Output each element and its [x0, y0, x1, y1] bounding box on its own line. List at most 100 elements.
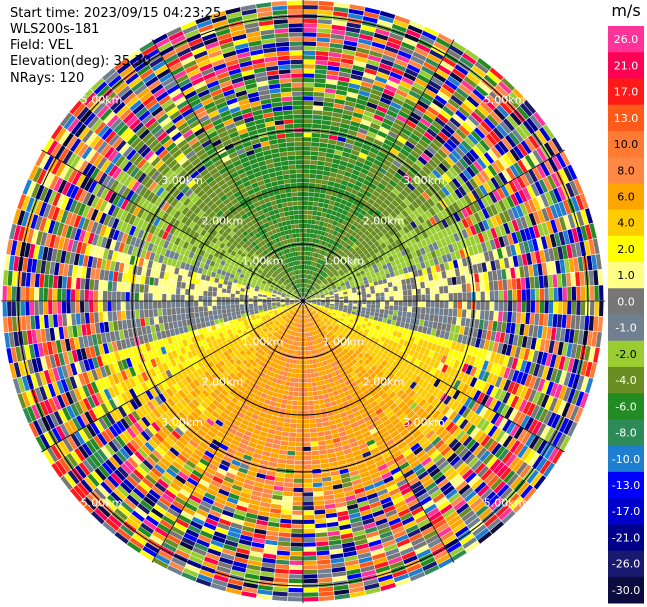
velocity-gate [517, 254, 524, 267]
velocity-gate [354, 246, 361, 253]
velocity-gate [373, 328, 380, 334]
velocity-gate [381, 501, 394, 509]
velocity-gate [403, 173, 413, 183]
velocity-gate [344, 35, 359, 43]
velocity-gate [472, 145, 484, 158]
velocity-gate [554, 369, 563, 384]
velocity-gate [445, 408, 454, 419]
velocity-gate [315, 306, 320, 309]
velocity-gate [332, 220, 338, 226]
velocity-gate [402, 284, 407, 291]
velocity-gate [402, 368, 410, 376]
velocity-gate [333, 11, 348, 18]
velocity-gate [329, 292, 334, 296]
velocity-gate [403, 301, 408, 307]
velocity-gate [371, 505, 383, 513]
velocity-gate [392, 265, 398, 272]
velocity-gate [377, 231, 384, 238]
velocity-gate [342, 266, 347, 272]
velocity-gate [336, 260, 342, 266]
velocity-gate [273, 387, 280, 394]
velocity-gate [294, 382, 299, 388]
velocity-gate [307, 318, 310, 323]
velocity-gate [400, 249, 407, 257]
velocity-gate [428, 172, 438, 182]
velocity-gate [323, 256, 328, 262]
velocity-gate [352, 450, 362, 457]
velocity-gate [328, 310, 333, 314]
velocity-gate [370, 358, 378, 365]
velocity-gate [271, 448, 280, 454]
velocity-gate [430, 301, 435, 308]
velocity-gate [489, 497, 503, 511]
velocity-gate [358, 556, 373, 564]
velocity-gate [317, 367, 322, 372]
velocity-gate [399, 392, 408, 401]
velocity-gate [530, 251, 537, 265]
velocity-gate [430, 195, 439, 205]
velocity-gate [405, 334, 411, 342]
velocity-gate [584, 224, 593, 240]
velocity-gate [334, 589, 350, 596]
velocity-gate [548, 189, 558, 205]
velocity-gate [524, 450, 536, 464]
velocity-gate [441, 338, 448, 348]
velocity-gate [382, 159, 392, 167]
velocity-gate [387, 372, 395, 380]
velocity-gate [357, 94, 369, 102]
velocity-gate [448, 308, 453, 317]
velocity-gate [320, 305, 325, 308]
velocity-gate [447, 98, 461, 110]
velocity-gate [512, 459, 524, 473]
velocity-gate [316, 385, 322, 391]
velocity-gate [437, 131, 449, 142]
velocity-gate [312, 310, 317, 314]
velocity-gate [325, 298, 330, 300]
velocity-gate [502, 435, 513, 448]
velocity-gate [303, 114, 313, 119]
velocity-gate [415, 345, 422, 353]
velocity-gate [396, 251, 403, 259]
velocity-gate [303, 587, 319, 593]
velocity-gate [389, 32, 404, 42]
velocity-gate [448, 167, 459, 178]
velocity-gate [331, 479, 342, 486]
velocity-gate [348, 298, 353, 301]
velocity-gate [305, 288, 308, 293]
velocity-gate [367, 151, 377, 159]
velocity-gate [487, 440, 499, 453]
velocity-gate [339, 302, 344, 306]
velocity-gate [352, 221, 359, 228]
velocity-gate [319, 342, 324, 348]
velocity-gate [371, 297, 376, 301]
velocity-gate [350, 173, 359, 181]
velocity-gate [467, 345, 475, 356]
velocity-gate [317, 280, 321, 284]
velocity-gate [337, 352, 343, 358]
velocity-gate [337, 207, 344, 214]
velocity-gate [355, 217, 362, 224]
velocity-gate [326, 276, 331, 281]
velocity-gate [542, 177, 553, 192]
velocity-gate [307, 313, 311, 318]
velocity-gate [451, 316, 457, 325]
velocity-gate [331, 210, 337, 216]
velocity-gate [382, 539, 396, 548]
velocity-gate [282, 394, 288, 400]
velocity-gate [358, 504, 371, 512]
velocity-gate [402, 290, 408, 296]
velocity-gate [382, 332, 388, 338]
velocity-gate [351, 311, 357, 315]
velocity-gate [331, 562, 345, 569]
velocity-gate [318, 371, 323, 377]
velocity-gate [395, 409, 404, 418]
velocity-gate [371, 431, 381, 439]
velocity-gate [369, 250, 376, 257]
velocity-gate [324, 306, 329, 310]
velocity-gate [291, 528, 303, 534]
velocity-gate [303, 64, 315, 69]
velocity-gate [430, 343, 437, 352]
velocity-gate [297, 414, 303, 420]
velocity-gate [303, 383, 308, 388]
velocity-gate [454, 64, 469, 76]
